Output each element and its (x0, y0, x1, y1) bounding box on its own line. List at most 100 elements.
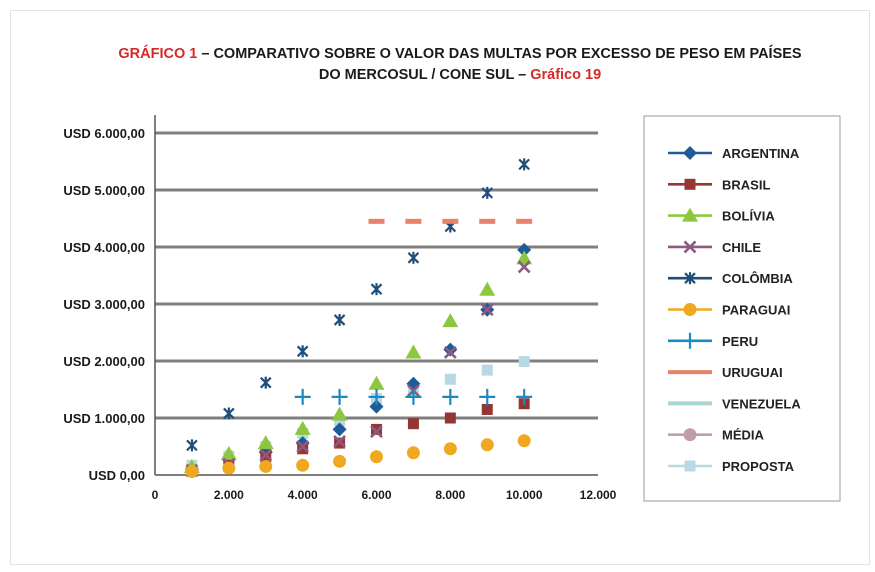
data-point-chile (333, 434, 347, 448)
marker-dash (516, 218, 533, 224)
marker-dash (442, 218, 459, 224)
legend-label: COLÔMBIA (722, 271, 793, 286)
marker-circle (185, 465, 199, 479)
data-point-paraguai (517, 434, 531, 448)
legend-label: BRASIL (722, 177, 770, 192)
data-point-peru (368, 388, 385, 405)
data-point-peru (442, 388, 459, 405)
marker-triangle (682, 207, 698, 222)
legend-item-uruguai: URUGUAI (668, 365, 783, 380)
data-point-argentina (332, 422, 347, 437)
data-point-paraguai (443, 442, 457, 456)
y-tick-label: USD 4.000,00 (63, 240, 145, 255)
legend-item-argentina: ARGENTINA (668, 146, 800, 161)
marker-diamond (369, 399, 384, 414)
chart-title-text-2: DO MERCOSUL / CONE SUL – (318, 67, 531, 83)
data-point-proposta (518, 356, 530, 368)
marker-circle (517, 434, 531, 448)
data-point-chile (296, 440, 310, 453)
marker-circle (683, 428, 697, 442)
data-point-chile (517, 260, 531, 274)
x-tick-label: 0 (152, 488, 159, 502)
data-point-peru (405, 388, 422, 405)
data-point-bolivia (220, 445, 237, 460)
legend-item-brasil: BRASIL (668, 177, 770, 192)
data-point-uruguai (479, 218, 496, 224)
x-tick-label: 4.000 (288, 488, 318, 502)
data-point-colombia (370, 283, 383, 296)
marker-triangle (257, 435, 274, 450)
x-tick-label: 12.000 (580, 488, 617, 502)
data-point-argentina (517, 242, 532, 257)
data-point-proposta (481, 364, 493, 376)
data-point-argentina (369, 399, 384, 414)
marker-circle (370, 450, 383, 464)
y-tick-label: USD 6.000,00 (63, 126, 145, 141)
data-point-brasil (407, 418, 419, 430)
marker-triangle (516, 250, 533, 265)
marker-x-stroke (517, 260, 531, 274)
data-point-uruguai (442, 218, 459, 224)
marker-circle (443, 442, 457, 456)
marker-square (444, 412, 456, 424)
data-point-bolivia (257, 435, 274, 450)
data-point-brasil (481, 403, 493, 415)
marker-dash (368, 218, 385, 224)
marker-circle (683, 303, 697, 316)
data-point-brasil (297, 443, 309, 455)
x-tick-label: 8.000 (435, 488, 465, 502)
marker-circle (259, 459, 273, 473)
marker-x-stroke (259, 448, 273, 462)
x-tick-label: 10.000 (506, 488, 543, 502)
y-tick-label: USD 2.000,00 (63, 354, 145, 369)
data-point-bolivia (331, 406, 348, 421)
chart-title-ref: Gráfico 19 (530, 67, 602, 83)
marker-triangle (331, 406, 348, 421)
data-point-colombia (481, 186, 494, 199)
legend-label: PROPOSTA (722, 459, 795, 474)
marker-square (481, 403, 493, 415)
legend-item-media: MÉDIA (668, 428, 765, 443)
data-point-uruguai (368, 218, 385, 224)
marker-square (407, 418, 419, 430)
marker-circle (333, 454, 347, 468)
data-point-proposta (334, 415, 346, 427)
y-tick-label: USD 1.000,00 (63, 411, 145, 426)
data-point-peru (516, 388, 533, 405)
chart-title-text: – COMPARATIVO SOBRE O VALOR DAS MULTAS P… (197, 46, 802, 62)
data-point-uruguai (516, 218, 533, 224)
x-tick-label: 2.000 (214, 488, 244, 502)
data-point-paraguai (222, 461, 236, 475)
marker-x-stroke (443, 346, 457, 359)
y-tick-label: USD 5.000,00 (63, 183, 145, 198)
marker-x-stroke (683, 240, 697, 254)
data-point-brasil (444, 412, 456, 424)
marker-x-stroke (333, 434, 347, 448)
legend-label: URUGUAI (722, 365, 783, 380)
legend-item-bolivia: BOLÍVIA (668, 207, 775, 224)
marker-diamond (443, 342, 458, 357)
marker-diamond (683, 146, 697, 160)
data-point-bolivia (479, 281, 496, 296)
data-point-proposta (444, 373, 456, 385)
chart-title: GRÁFICO 1 – COMPARATIVO SOBRE O VALOR DA… (60, 44, 860, 86)
data-point-bolivia (405, 344, 422, 359)
data-point-bolivia (442, 313, 459, 328)
legend-label: BOLÍVIA (722, 209, 775, 224)
marker-square (444, 373, 456, 385)
data-point-bolivia (516, 250, 533, 265)
marker-circle (222, 461, 236, 475)
legend-item-paraguai: PARAGUAI (668, 303, 790, 318)
marker-triangle (294, 420, 311, 435)
legend-label: VENEZUELA (722, 396, 801, 411)
legend-label: MÉDIA (722, 428, 765, 443)
marker-square (518, 356, 530, 368)
legend-item-proposta: PROPOSTA (668, 459, 795, 474)
legend-item-chile: CHILE (668, 240, 761, 255)
marker-triangle (220, 445, 237, 460)
marker-square (684, 178, 696, 190)
marker-triangle (479, 281, 496, 296)
legend-swatch-marker (683, 146, 697, 160)
chart-title-line-1: GRÁFICO 1 – COMPARATIVO SOBRE O VALOR DA… (60, 44, 860, 65)
